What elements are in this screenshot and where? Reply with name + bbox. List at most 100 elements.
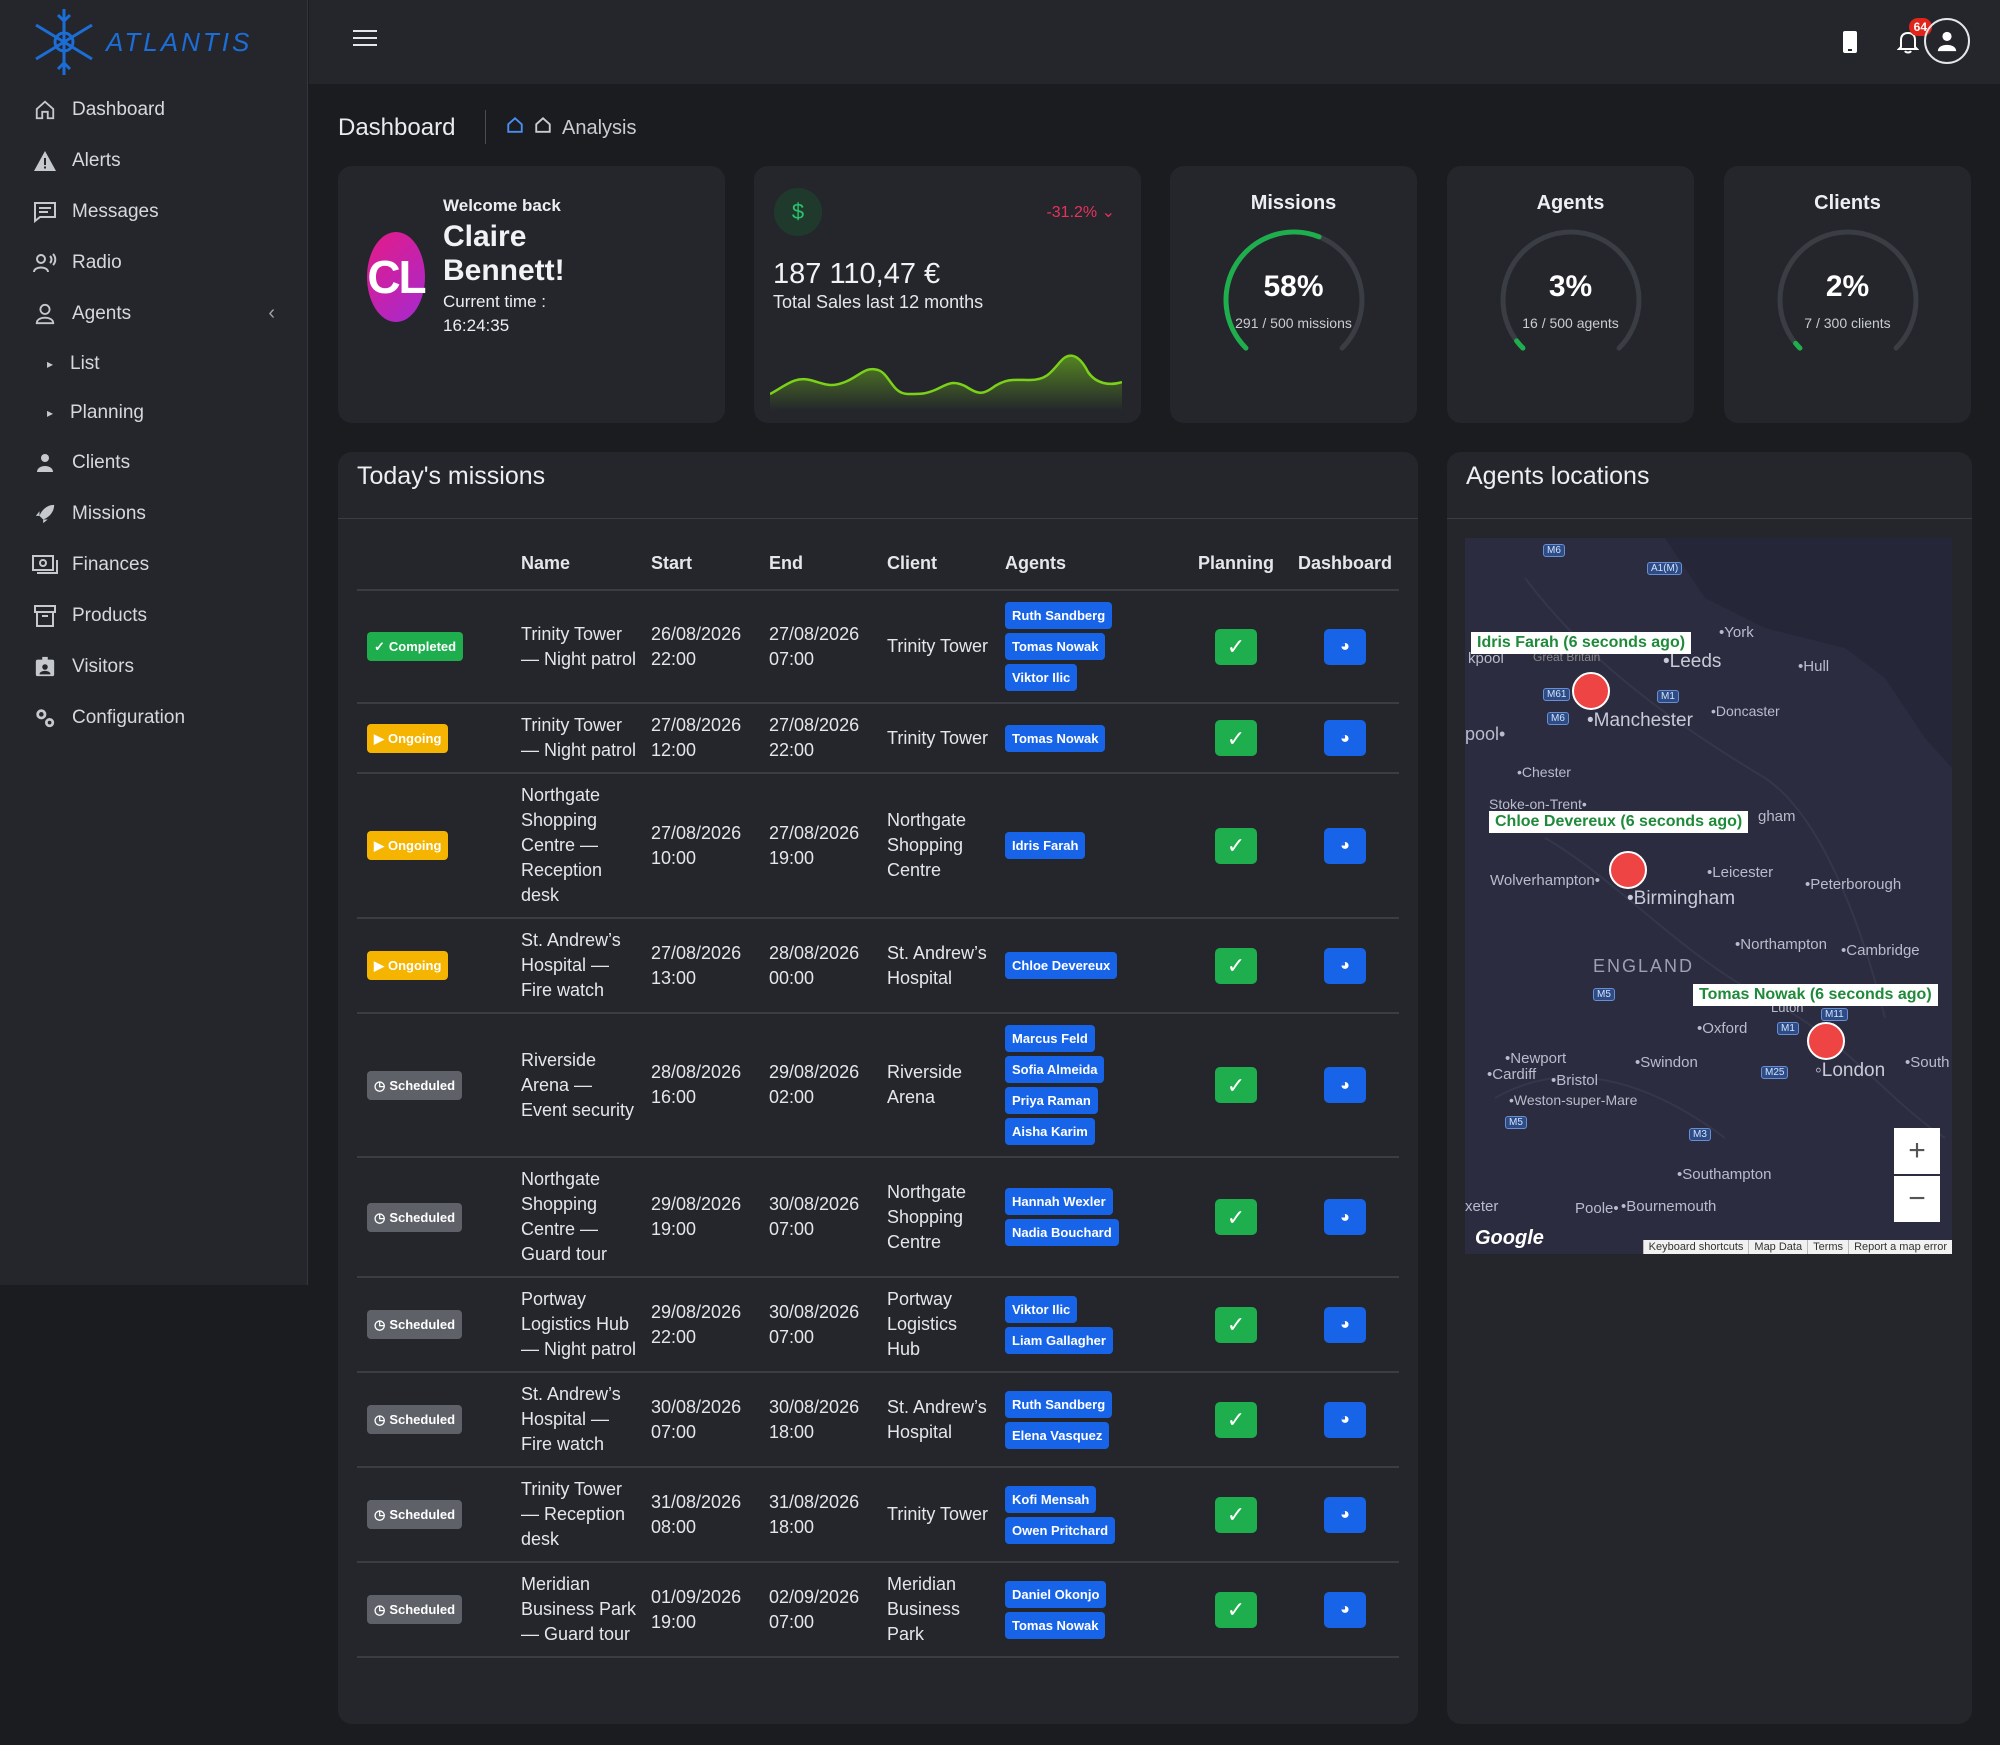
agent-tag[interactable]: Chloe Devereux (1005, 952, 1118, 979)
table-row: ✓ Completed Trinity Tower — Night patrol … (357, 590, 1399, 704)
agent-tag[interactable]: Viktor Ilic (1005, 1295, 1078, 1323)
agent-marker[interactable] (1807, 1022, 1845, 1060)
planning-button[interactable]: ✓ (1215, 628, 1257, 665)
agent-marker[interactable] (1609, 851, 1647, 889)
zoom-in-button[interactable]: + (1894, 1128, 1940, 1174)
agent-marker[interactable] (1572, 672, 1610, 710)
sidebar-item-finances[interactable]: Finances (0, 539, 307, 590)
sidebar-item-visitors[interactable]: Visitors (0, 641, 307, 692)
agent-tag[interactable]: Priya Raman (1005, 1087, 1098, 1114)
sidebar-item-messages[interactable]: Messages (0, 186, 307, 237)
sidebar-item-agents-list[interactable]: ▸ List (0, 339, 307, 388)
column-header[interactable]: Start (651, 538, 769, 591)
agent-tag[interactable]: Tomas Nowak (1005, 724, 1106, 752)
dashboard-button[interactable]: ◕ (1324, 827, 1366, 864)
notifications-button[interactable]: 64 (1888, 18, 1932, 62)
sidebar-item-agents[interactable]: Agents ‹ (0, 288, 307, 339)
agent-tag[interactable]: Hannah Wexler (1005, 1188, 1113, 1215)
sidebar-item-missions[interactable]: Missions (0, 488, 307, 539)
sidebar-item-agents-planning[interactable]: ▸ Planning (0, 388, 307, 437)
agent-tag[interactable]: Marcus Feld (1005, 1025, 1095, 1052)
map-footer-link[interactable]: Report a map error (1848, 1240, 1952, 1254)
sidebar-item-configuration[interactable]: Configuration (0, 692, 307, 743)
dashboard-button[interactable]: ◕ (1324, 1199, 1366, 1235)
agent-tag[interactable]: Elena Vasquez (1005, 1421, 1110, 1449)
agents-map[interactable]: kpool Great Britain •York •Leeds •Hull p… (1465, 538, 1952, 1254)
column-header[interactable]: End (769, 538, 887, 591)
agent-tag[interactable]: Tomas Nowak (1005, 1611, 1106, 1639)
planning-button[interactable]: ✓ (1215, 720, 1257, 756)
agent-tag[interactable]: Aisha Karim (1005, 1118, 1095, 1145)
map-label: •Cambridge (1841, 942, 1920, 959)
map-footer-link[interactable]: Keyboard shortcuts (1642, 1240, 1749, 1254)
sidebar-item-label: Configuration (72, 706, 186, 728)
check-icon: ✓ (1226, 1502, 1246, 1527)
road-sign: M1 (1657, 690, 1679, 703)
dashboard-button[interactable]: ◕ (1324, 628, 1366, 665)
status-cell: ◷ Scheduled (357, 1562, 521, 1658)
dashboard-button[interactable]: ◕ (1324, 947, 1366, 984)
message-icon (32, 199, 58, 225)
dashboard-button[interactable]: ◕ (1324, 720, 1366, 756)
agent-tag[interactable]: Liam Gallagher (1005, 1326, 1113, 1354)
map-footer-link[interactable]: Map Data (1748, 1240, 1807, 1254)
column-header[interactable]: Name (521, 538, 651, 591)
user-menu-button[interactable] (1924, 18, 1970, 64)
app-logo[interactable]: ATLANTIS (0, 0, 307, 84)
map-footer-link[interactable]: Terms (1807, 1240, 1848, 1254)
planning-button[interactable]: ✓ (1215, 827, 1257, 864)
dashboard-gauge-icon: ◕ (1340, 1601, 1350, 1618)
sidebar-item-products[interactable]: Products (0, 590, 307, 641)
dashboard-button[interactable]: ◕ (1324, 1306, 1366, 1343)
agent-tag[interactable]: Sofia Almeida (1005, 1056, 1105, 1083)
breadcrumb-home-icon[interactable] (506, 116, 524, 140)
planning-button[interactable]: ✓ (1215, 1199, 1257, 1235)
agent-tag[interactable]: Kofi Mensah (1005, 1485, 1097, 1513)
agent-tag[interactable]: Daniel Okonjo (1005, 1580, 1107, 1608)
map-label: gham (1758, 808, 1796, 825)
column-header[interactable]: Agents (1005, 538, 1181, 591)
dashboard-cell: ◕ (1291, 703, 1399, 774)
planning-cell: ✓ (1181, 1277, 1291, 1373)
status-cell: ▶ Ongoing (357, 773, 521, 919)
status-badge: ✓ Completed (367, 632, 464, 661)
mobile-icon[interactable] (1830, 22, 1870, 62)
agent-tag[interactable]: Ruth Sandberg (1005, 602, 1113, 629)
agent-tag[interactable]: Ruth Sandberg (1005, 1390, 1113, 1418)
mission-agents: Tomas Nowak (1005, 703, 1181, 774)
column-header[interactable]: Client (887, 538, 1005, 591)
road-sign: M6 (1547, 712, 1569, 725)
planning-button[interactable]: ✓ (1215, 1401, 1257, 1438)
agent-tag[interactable]: Viktor Ilic (1005, 664, 1078, 691)
sidebar-item-alerts[interactable]: Alerts (0, 135, 307, 186)
menu-toggle-icon[interactable] (353, 30, 377, 50)
dashboard-button[interactable]: ◕ (1324, 1496, 1366, 1533)
agent-tag[interactable]: Tomas Nowak (1005, 633, 1106, 660)
column-header[interactable]: Dashboard (1291, 538, 1399, 591)
dashboard-button[interactable]: ◕ (1324, 1067, 1366, 1103)
mission-start: 01/09/2026 19:00 (651, 1562, 769, 1658)
rocket-icon (32, 501, 58, 527)
dashboard-button[interactable]: ◕ (1324, 1401, 1366, 1438)
mission-name: Portway Logistics Hub — Night patrol (521, 1277, 651, 1373)
sidebar-item-clients[interactable]: Clients (0, 437, 307, 488)
caret-right-icon: ▸ (46, 405, 54, 420)
sidebar-item-dashboard[interactable]: Dashboard (0, 84, 307, 135)
road-sign: A1(M) (1647, 562, 1683, 575)
zoom-out-button[interactable]: − (1894, 1176, 1940, 1222)
column-header[interactable]: Planning (1181, 538, 1291, 591)
planning-button[interactable]: ✓ (1215, 1306, 1257, 1343)
sidebar-item-radio[interactable]: Radio (0, 237, 307, 288)
dashboard-button[interactable]: ◕ (1324, 1591, 1366, 1628)
status-badge: ◷ Scheduled (367, 1070, 463, 1100)
planning-button[interactable]: ✓ (1215, 1496, 1257, 1533)
dashboard-cell: ◕ (1291, 1013, 1399, 1158)
agent-tag[interactable]: Owen Pritchard (1005, 1516, 1116, 1544)
planning-cell: ✓ (1181, 590, 1291, 704)
planning-button[interactable]: ✓ (1215, 1591, 1257, 1628)
table-row: ◷ Scheduled Trinity Tower — Reception des… (357, 1467, 1399, 1563)
agent-tag[interactable]: Nadia Bouchard (1005, 1219, 1119, 1246)
agent-tag[interactable]: Idris Farah (1005, 832, 1086, 859)
planning-button[interactable]: ✓ (1215, 947, 1257, 984)
planning-button[interactable]: ✓ (1215, 1067, 1257, 1103)
